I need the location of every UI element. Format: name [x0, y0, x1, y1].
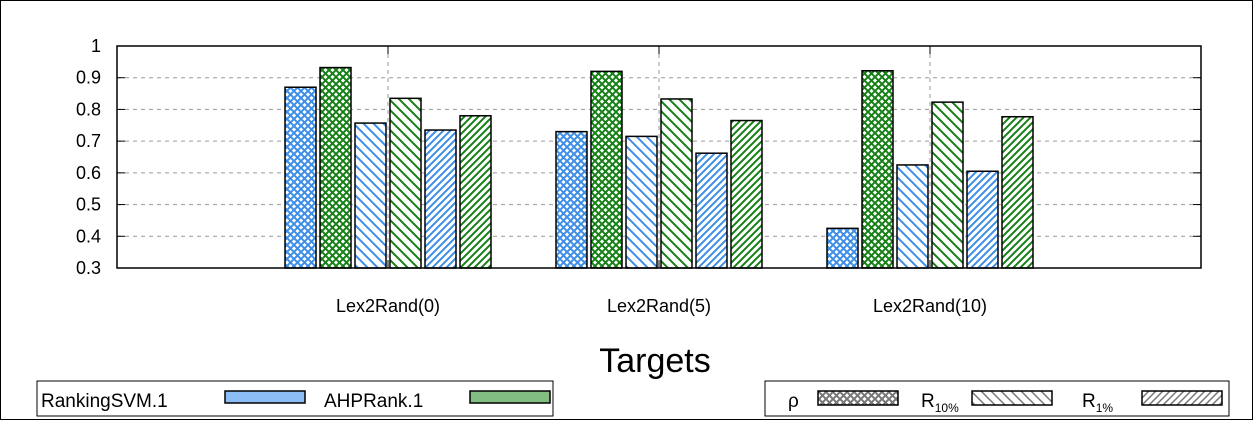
y-tick-label: 0.9: [76, 68, 101, 88]
legend-item-label: AHPRank.1: [324, 391, 423, 412]
y-tick-label: 0.8: [76, 99, 101, 119]
grid-lines: [117, 46, 1201, 268]
bars: [284, 66, 1034, 269]
x-axis-title: Targets: [599, 342, 711, 380]
legend-swatch-r10: [971, 390, 1053, 406]
bar-green-cross: [861, 69, 894, 269]
legend-item-label: RankingSVM.1: [41, 391, 168, 412]
y-tick-label: 1: [91, 36, 101, 56]
x-tick-label: Lex2Rand(0): [336, 296, 440, 316]
legend-item-label: R10%: [921, 391, 959, 415]
bar-blue-cross: [555, 130, 588, 269]
x-axis: Lex2Rand(0) Lex2Rand(5) Lex2Rand(10): [336, 46, 987, 316]
bar-blue-cross: [284, 86, 317, 269]
legend-swatch-ahprank: [469, 390, 551, 404]
legend-swatch-rho: [817, 390, 899, 406]
y-tick-label: 0.6: [76, 163, 101, 183]
bar-green-cross: [319, 66, 352, 269]
x-tick-label: Lex2Rand(5): [607, 296, 711, 316]
legend-item-label: ρ: [788, 391, 799, 412]
y-tick-label: 0.4: [76, 226, 101, 246]
bar-blue-back: [625, 135, 658, 269]
x-tick-label: Lex2Rand(10): [873, 296, 987, 316]
bar-green-back: [389, 97, 422, 269]
y-tick-label: 0.7: [76, 131, 101, 151]
bar-blue-fwd: [695, 152, 728, 269]
bar-green-fwd: [1001, 115, 1034, 269]
legend-swatch-rankingsvm: [224, 390, 306, 404]
legend-item-label: R1%: [1082, 391, 1113, 415]
legend-metrics: ρ R10% R1%: [764, 380, 1230, 417]
bar-green-fwd: [730, 119, 763, 269]
bar-green-back: [660, 98, 693, 269]
legend-swatch-r1: [1141, 390, 1223, 406]
bar-blue-fwd: [424, 129, 457, 269]
bar-blue-cross: [826, 227, 859, 269]
bar-blue-fwd: [966, 170, 999, 269]
y-axis: 0.3 0.4 0.5 0.6 0.7 0.8 0.9 1: [76, 36, 1201, 278]
bar-blue-back: [896, 164, 929, 269]
bar-blue-back: [354, 122, 387, 269]
bar-green-fwd: [459, 115, 492, 269]
legend-methods: RankingSVM.1 AHPRank.1: [36, 380, 554, 417]
bar-green-cross: [590, 70, 623, 269]
y-tick-label: 0.3: [76, 258, 101, 278]
bar-green-back: [931, 101, 964, 269]
y-tick-label: 0.5: [76, 195, 101, 215]
